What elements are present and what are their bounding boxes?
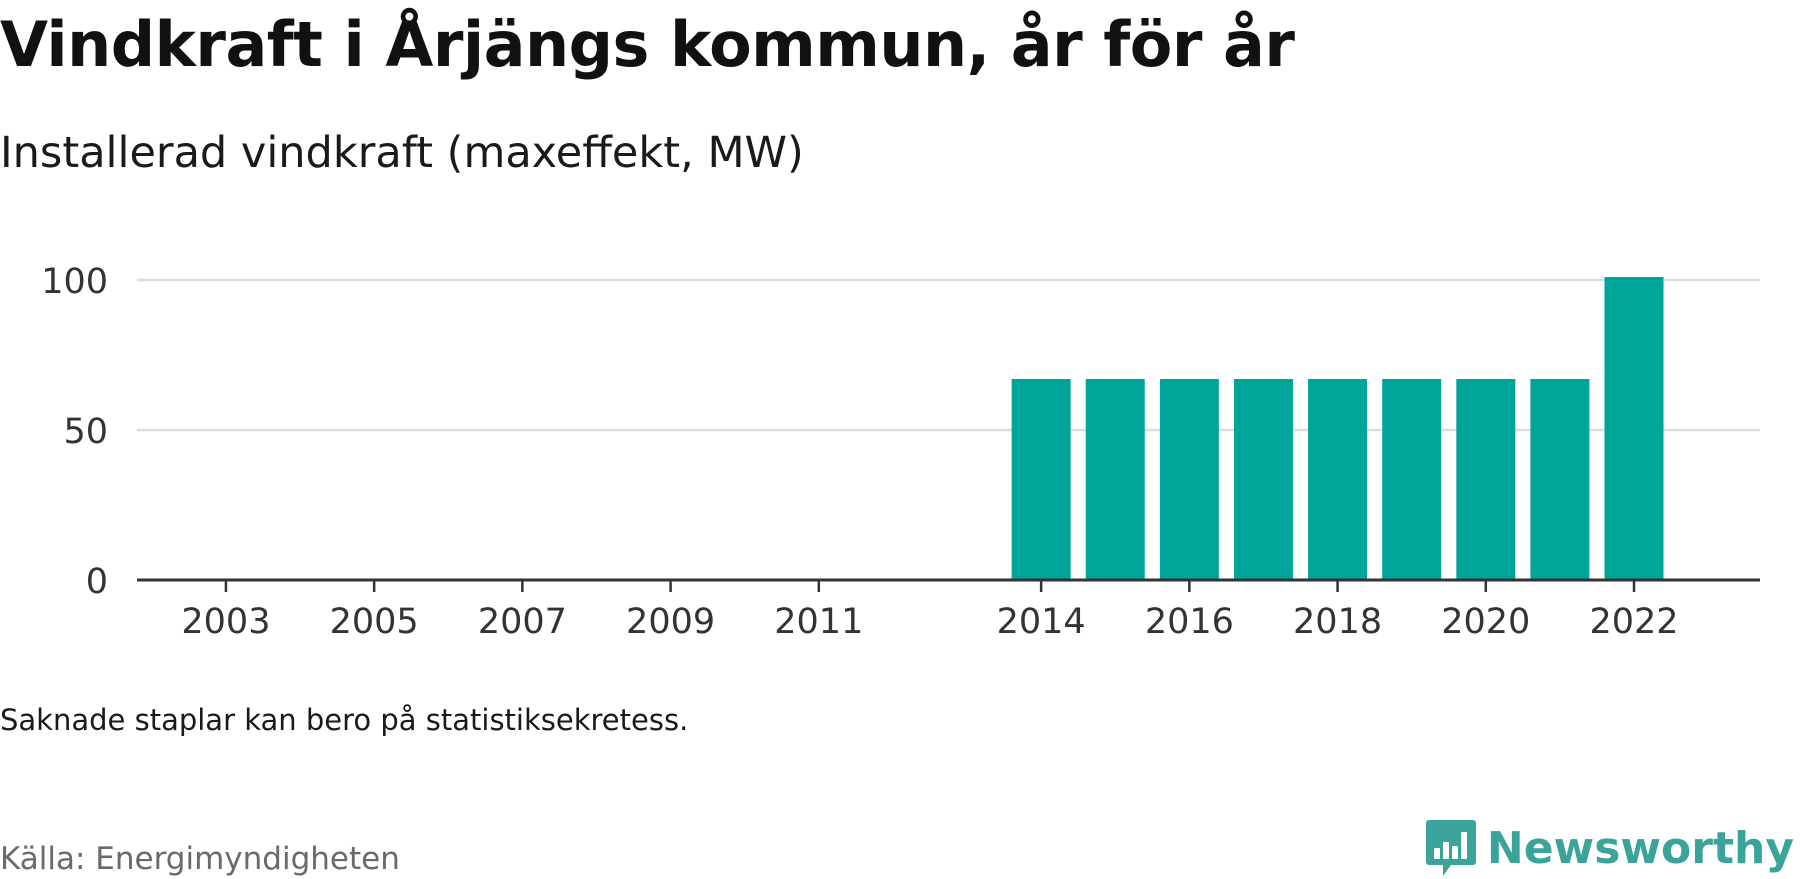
x-tick-label: 2022 xyxy=(1589,602,1678,642)
chart-subtitle: Installerad vindkraft (maxeffekt, MW) xyxy=(0,128,804,178)
bar-2015 xyxy=(1085,379,1145,580)
x-tick-label: 2005 xyxy=(330,602,419,642)
x-tick-label: 2003 xyxy=(181,602,270,642)
source-label: Källa: Energimyndigheten xyxy=(0,841,400,877)
newsworthy-logo-icon xyxy=(1425,820,1476,876)
x-tick-label: 2007 xyxy=(478,602,567,642)
axes: 0 50 100 2003 2005 2007 2009 2011 2014 2016 2018 20… xyxy=(41,262,1760,642)
bar-2017 xyxy=(1233,379,1293,580)
bar-2016 xyxy=(1159,379,1219,580)
x-tick-label: 2014 xyxy=(997,602,1086,642)
logo-text: Newsworthy xyxy=(1486,822,1794,874)
x-tick-label: 2011 xyxy=(774,602,863,642)
bars xyxy=(1011,277,1664,580)
x-tick-label: 2016 xyxy=(1145,602,1234,642)
x-tick-label: 2018 xyxy=(1293,602,1382,642)
bar-2020 xyxy=(1456,379,1516,580)
bar-2019 xyxy=(1382,379,1442,580)
chart-title: Vindkraft i Årjängs kommun, år för år xyxy=(0,8,1295,81)
y-tick-label: 50 xyxy=(63,412,108,452)
bar-chart: 0 50 100 2003 2005 2007 2009 2011 2014 2016 2018 20… xyxy=(41,262,1760,642)
chart-note: Saknade staplar kan bero på statistiksek… xyxy=(0,703,689,737)
y-tick-label: 100 xyxy=(41,262,108,302)
bar-2021 xyxy=(1530,379,1590,580)
bar-2018 xyxy=(1308,379,1368,580)
x-tick-label: 2020 xyxy=(1441,602,1530,642)
y-tick-label: 0 xyxy=(86,562,108,602)
x-tick-label: 2009 xyxy=(626,602,715,642)
bar-2022 xyxy=(1604,277,1664,580)
newsworthy-logo: Newsworthy xyxy=(1425,818,1794,878)
bar-2014 xyxy=(1011,379,1071,580)
grid-lines xyxy=(137,278,1760,432)
